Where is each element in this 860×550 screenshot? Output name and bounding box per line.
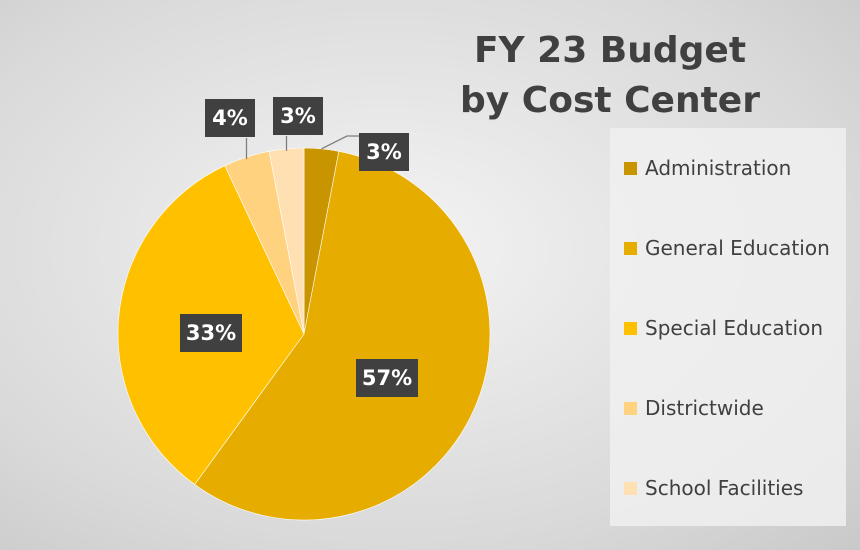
legend-label: Districtwide: [645, 396, 764, 420]
legend-swatch: [624, 321, 637, 335]
chart-title-line-1: FY 23 Budget: [473, 30, 747, 71]
pie-slice-general-education: [194, 150, 491, 521]
legend-item: School Facilities: [624, 476, 803, 500]
data-label: 4%: [205, 99, 255, 137]
legend-item: General Education: [624, 236, 830, 260]
data-label-box: [359, 133, 409, 171]
legend-label: Special Education: [645, 316, 823, 340]
data-label: 33%: [180, 314, 242, 352]
data-label-box: [356, 359, 418, 397]
chart-title: FY 23 Budget by Cost Center: [440, 26, 780, 126]
legend-swatch: [624, 401, 637, 415]
data-label-text: 4%: [212, 106, 248, 130]
legend-item: Special Education: [624, 316, 823, 340]
legend-swatch: [624, 241, 637, 255]
legend-label: School Facilities: [645, 476, 804, 500]
legend-item: Districtwide: [624, 396, 764, 420]
data-label: 57%: [356, 359, 418, 397]
data-label-text: 33%: [186, 321, 236, 345]
legend-label: General Education: [645, 236, 830, 260]
legend-item: Administration: [624, 156, 791, 180]
legend-swatch: [624, 161, 637, 175]
data-label-text: 3%: [280, 104, 316, 128]
chart-title-line-2: by Cost Center: [460, 80, 760, 121]
legend-label: Administration: [645, 156, 792, 180]
data-label-box: [273, 97, 323, 135]
data-label-box: [205, 99, 255, 137]
legend-swatch: [624, 481, 637, 495]
data-label-text: 3%: [366, 140, 402, 164]
data-label: 3%: [273, 97, 323, 135]
data-label-box: [180, 314, 242, 352]
data-label: 3%: [359, 133, 409, 171]
data-label-text: 57%: [362, 366, 412, 390]
legend: Administration General Education Special E…: [610, 128, 846, 526]
leader-line: [321, 135, 362, 150]
